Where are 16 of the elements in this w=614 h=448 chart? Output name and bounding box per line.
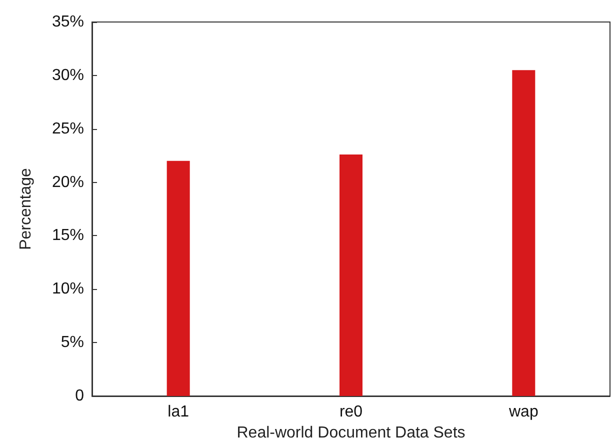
y-tick-label: 10% [52,280,84,298]
bar [512,70,536,396]
y-tick-label: 5% [60,334,84,352]
y-tick-label: 25% [52,120,84,138]
y-tick-label: 20% [52,174,84,191]
x-tick-label: wap [508,404,538,420]
bar [166,160,190,396]
y-tick-label: 35% [52,14,84,30]
x-tick-label: re0 [339,404,363,420]
bar [340,154,362,396]
x-tick-label: la1 [168,404,190,420]
y-tick-label: 30% [52,66,84,84]
y-tick-label: 0 [75,388,84,404]
y-axis-title: Percentage [18,168,34,250]
y-tick-label: 15% [52,227,84,244]
x-axis-title: Real-world Document Data Sets [236,424,466,442]
